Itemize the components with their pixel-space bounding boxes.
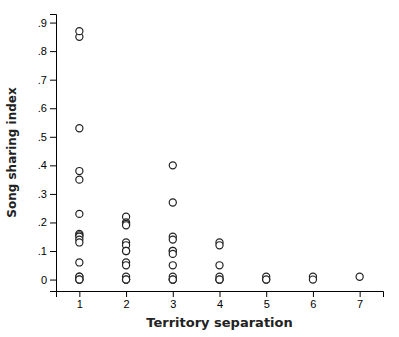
y-tick-mark [50, 222, 56, 223]
x-tick: 1 [77, 291, 83, 310]
point [169, 250, 176, 257]
point [76, 28, 83, 35]
x-tick-label: 6 [310, 298, 316, 310]
y-axis-line [50, 15, 57, 292]
x-tick-label: 7 [357, 298, 363, 310]
chart: 1 2 3 4 5 6 7 0 .1 .2 .3 .4 .5 .6 .7 .8 .9 Territory sepa… [0, 0, 399, 337]
y-tick: .5 [38, 131, 56, 143]
point [76, 167, 83, 174]
point [169, 276, 176, 283]
x-tick: 2 [124, 291, 130, 310]
point [216, 262, 223, 269]
y-tick: .6 [38, 102, 56, 114]
y-axis: 0 .1 .2 .3 .4 .5 .6 .7 .8 .9 [38, 15, 57, 292]
point [216, 276, 223, 283]
point [263, 276, 270, 283]
point [169, 262, 176, 269]
point [169, 276, 176, 283]
x-tick: 3 [170, 291, 176, 310]
y-tick-label: .9 [38, 17, 47, 29]
y-tick-mark [50, 280, 56, 281]
x-tick-mark [360, 291, 361, 297]
y-tick-mark [50, 80, 56, 81]
x-tick-mark [79, 291, 80, 297]
y-tick-mark [50, 165, 56, 166]
point [169, 276, 176, 283]
x-tick-mark [266, 291, 267, 297]
x-tick: 7 [357, 291, 363, 310]
point [123, 276, 130, 283]
y-tick-label: .6 [38, 102, 47, 114]
y-tick-label: .5 [38, 131, 47, 143]
y-tick-label: 0 [41, 274, 47, 286]
point [76, 125, 83, 132]
y-tick: .2 [38, 216, 56, 228]
point [76, 259, 83, 266]
point [216, 276, 223, 283]
y-tick-mark [50, 251, 56, 252]
point [76, 210, 83, 217]
point [216, 242, 223, 249]
y-tick-mark [50, 137, 56, 138]
y-tick: .7 [38, 74, 56, 86]
x-tick-label: 3 [170, 298, 176, 310]
x-tick-mark [220, 291, 221, 297]
point [76, 176, 83, 183]
point [169, 236, 176, 243]
x-tick: 4 [217, 291, 223, 310]
y-tick-label: .3 [38, 188, 47, 200]
point [76, 239, 83, 246]
point [169, 199, 176, 206]
plot: 1 2 3 4 5 6 7 0 .1 .2 .3 .4 .5 .6 .7 .8 .9 [38, 15, 384, 310]
y-tick-mark [50, 108, 56, 109]
x-tick: 5 [264, 291, 270, 310]
y-tick-label: .4 [38, 159, 47, 171]
point [123, 276, 130, 283]
y-tick: .3 [38, 188, 56, 200]
y-tick: 0 [41, 274, 56, 286]
x-tick-mark [313, 291, 314, 297]
y-tick: .4 [38, 159, 56, 171]
point [76, 276, 83, 283]
point [123, 222, 130, 229]
point [123, 262, 130, 269]
x-tick: 6 [310, 291, 316, 310]
y-tick: .8 [38, 45, 56, 57]
x-tick-label: 4 [217, 298, 223, 310]
y-tick: .9 [38, 17, 56, 29]
point [356, 273, 363, 280]
x-axis-line [57, 292, 384, 298]
point [263, 276, 270, 283]
points [76, 28, 363, 284]
point [123, 247, 130, 254]
x-tick-label: 5 [264, 298, 270, 310]
y-tick: .1 [38, 245, 56, 257]
point [123, 247, 130, 254]
y-tick-label: .7 [38, 74, 47, 86]
point [216, 276, 223, 283]
point [309, 276, 316, 283]
x-axis: 1 2 3 4 5 6 7 [57, 291, 384, 310]
y-axis-title: Song sharing index [5, 87, 19, 218]
y-tick-label: .1 [38, 245, 47, 257]
x-tick-label: 2 [124, 298, 130, 310]
y-tick-mark [50, 51, 56, 52]
y-tick-mark [50, 194, 56, 195]
x-tick-mark [126, 291, 127, 297]
x-tick-mark [173, 291, 174, 297]
point [76, 276, 83, 283]
y-tick-label: .2 [38, 216, 47, 228]
x-axis-title: Territory separation [146, 315, 292, 330]
y-tick-mark [50, 23, 56, 24]
point [169, 162, 176, 169]
point [76, 276, 83, 283]
y-tick-label: .8 [38, 45, 47, 57]
x-tick-label: 1 [77, 298, 83, 310]
point [123, 276, 130, 283]
